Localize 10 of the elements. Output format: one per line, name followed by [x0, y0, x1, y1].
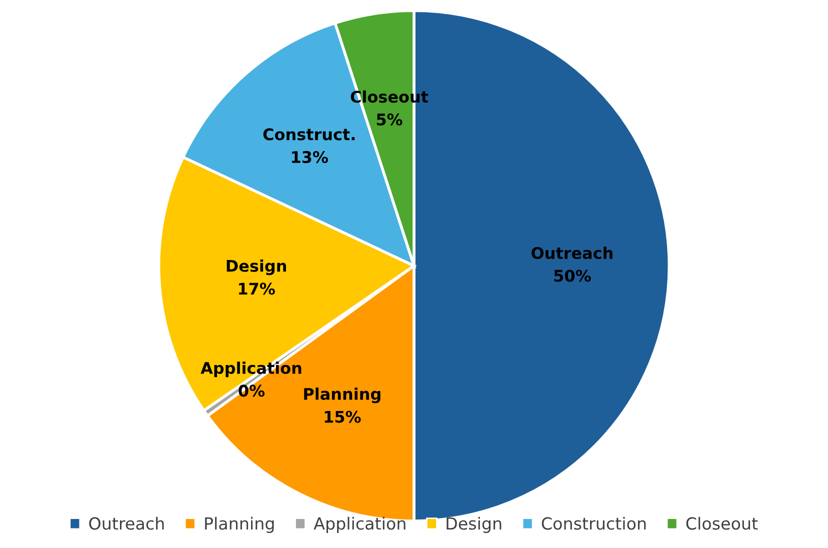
legend-label: Planning	[205, 516, 274, 533]
data-label: Planning 15%	[304, 388, 380, 423]
data-label: Construct. 13%	[263, 128, 355, 164]
legend-label: Design	[446, 516, 502, 533]
legend-label: Outreach	[89, 516, 164, 530]
legend-label: Application	[314, 516, 406, 533]
data-label: Design 17%	[226, 260, 286, 295]
legend-label: Closeout	[686, 516, 758, 530]
data-label: Outreach 50%	[532, 246, 612, 282]
legend-label: Construction	[542, 516, 646, 530]
